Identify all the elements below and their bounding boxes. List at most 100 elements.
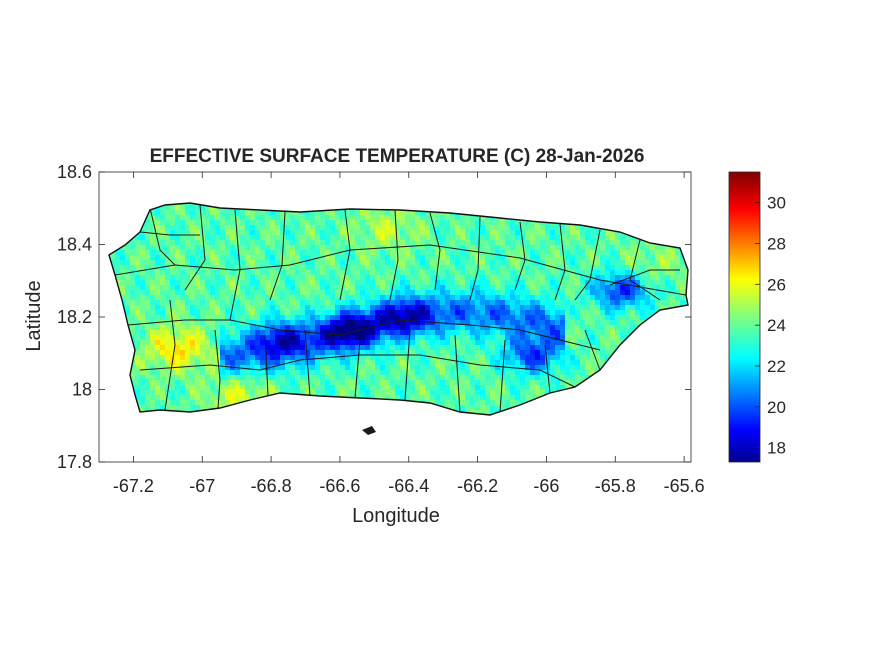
heat-cell [480,225,486,231]
heat-cell [190,360,196,366]
heat-cell [285,245,291,251]
heat-cell [230,315,236,321]
heat-cell [415,240,421,246]
heat-cell [185,360,191,366]
heat-cell [330,320,336,326]
heat-cell [270,210,276,216]
heat-cell [155,300,161,306]
heat-cell [480,355,486,361]
heat-cell [515,360,521,366]
heat-cell [220,270,226,276]
heat-cell [665,280,671,286]
heat-cell [670,270,676,276]
heat-cell [620,330,626,336]
heat-cell [595,320,601,326]
heat-cell [650,260,656,266]
heat-cell [260,285,266,291]
heat-cell [425,345,431,351]
heat-cell [320,275,326,281]
heat-cell [305,310,311,316]
heat-cell [360,365,366,371]
heat-cell [395,240,401,246]
heat-cell [165,335,171,341]
heat-cell [255,330,261,336]
heat-cell [360,335,366,341]
heat-cell [350,360,356,366]
heat-cell [185,335,191,341]
heat-cell [550,345,556,351]
heat-cell [490,255,496,261]
heat-cell [230,275,236,281]
heat-cell [560,330,566,336]
heat-cell [345,340,351,346]
heat-cell [595,230,601,236]
heat-cell [340,325,346,331]
heat-cell [405,390,411,396]
heat-cell [580,345,586,351]
heat-cell [605,255,611,261]
heat-cell [335,280,341,286]
heat-cell [410,315,416,321]
heat-cell [210,250,216,256]
heat-cell [450,335,456,341]
heat-cell [245,310,251,316]
heat-cell [565,250,571,256]
heat-cell [410,310,416,316]
heat-cell [110,260,116,266]
heat-cell [225,335,231,341]
heat-cell [285,300,291,306]
heat-cell [580,290,586,296]
heat-cell [370,260,376,266]
heat-cell [425,225,431,231]
heat-cell [410,360,416,366]
heat-cell [315,250,321,256]
heat-cell [490,260,496,266]
heat-cell [240,220,246,226]
heat-cell [500,245,506,251]
heat-cell [505,220,511,226]
heat-cell [140,245,146,251]
heat-cell [455,310,461,316]
heat-cell [510,225,516,231]
heat-cell [535,355,541,361]
heat-cell [240,225,246,231]
heat-cell [570,320,576,326]
heat-cell [650,265,656,271]
heat-cell [215,255,221,261]
heat-cell [490,245,496,251]
heat-cell [510,395,516,401]
heat-cell [365,330,371,336]
heat-cell [255,255,261,261]
heat-cell [480,315,486,321]
heat-cell [455,325,461,331]
heat-cell [635,240,641,246]
heat-cell [160,255,166,261]
heat-cell [110,255,116,261]
heat-cell [565,320,571,326]
heat-cell [465,380,471,386]
heat-cell [495,385,501,391]
heat-cell [445,375,451,381]
heat-cell [525,290,531,296]
heat-cell [465,305,471,311]
heat-cell [295,240,301,246]
heat-cell [615,235,621,241]
heat-cell [545,380,551,386]
heat-cell [295,350,301,356]
heat-cell [130,275,136,281]
heat-cell [150,265,156,271]
heat-cell [350,260,356,266]
heat-cell [220,360,226,366]
heat-cell [195,275,201,281]
heat-cell [350,215,356,221]
heat-cell [550,260,556,266]
heat-cell [400,215,406,221]
heat-cell [175,370,181,376]
heat-cell [165,275,171,281]
heat-cell [355,370,361,376]
heat-cell [135,325,141,331]
heat-cell [325,365,331,371]
heat-cell [545,250,551,256]
heat-cell [570,310,576,316]
heat-cell [400,265,406,271]
